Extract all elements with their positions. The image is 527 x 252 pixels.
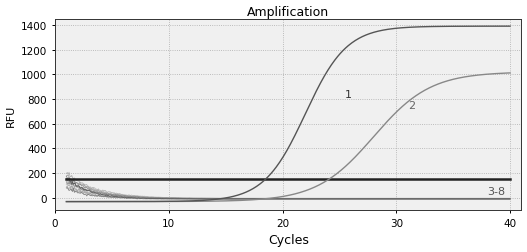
X-axis label: Cycles: Cycles [268,234,309,246]
Text: 1: 1 [345,89,352,99]
Y-axis label: RFU: RFU [6,104,16,126]
Text: 3-8: 3-8 [487,187,505,197]
Text: 2: 2 [408,100,415,110]
Title: Amplification: Amplification [247,6,329,18]
